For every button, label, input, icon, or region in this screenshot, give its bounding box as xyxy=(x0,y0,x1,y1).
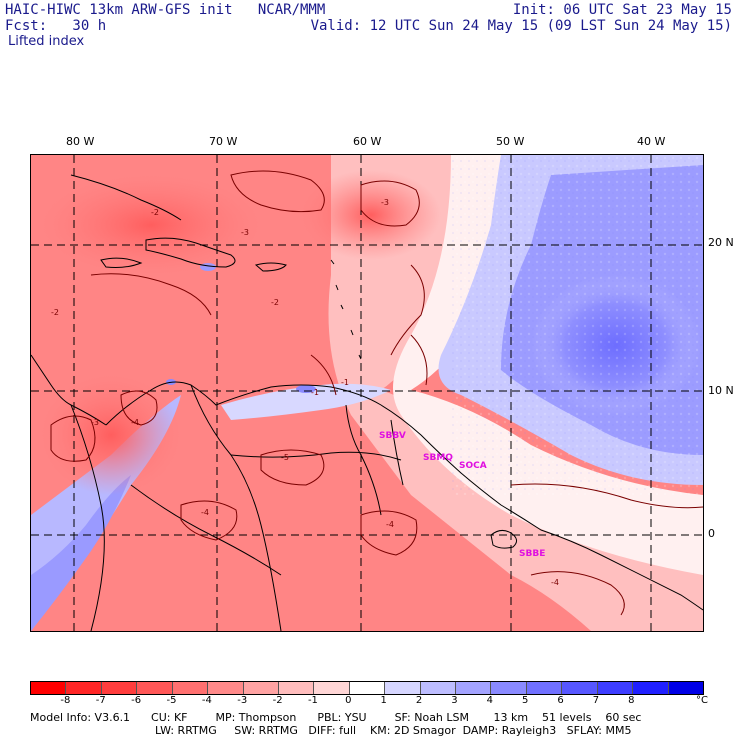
site-sbbv: SBBV xyxy=(379,431,406,441)
model-info-line1: Model Info: V3.6.1 CU: KF MP: Thompson P… xyxy=(30,711,642,724)
lat-label-20n: 20 N xyxy=(708,236,734,249)
colorbar-swatch xyxy=(668,682,704,694)
colorbar-tick-label: 8 xyxy=(628,695,635,706)
colorbar-swatch xyxy=(278,682,315,694)
colorbar-swatch xyxy=(456,682,492,694)
contour-label: -1 xyxy=(341,378,349,387)
colorbar-swatch xyxy=(243,682,279,694)
stable-texture xyxy=(451,155,703,495)
colorbar-swatch xyxy=(491,682,527,694)
lon-label-80w: 80 W xyxy=(66,135,95,148)
model-info-line2: LW: RRTMG SW: RRTMG DIFF: full KM: 2D Sm… xyxy=(155,724,632,737)
colorbar-swatch xyxy=(314,682,350,694)
colorbar-swatch xyxy=(172,682,209,694)
contours xyxy=(50,170,703,616)
contour-label: -4 xyxy=(551,578,559,587)
colorbar-tick-label: -7 xyxy=(95,695,106,706)
colorbar-tick-label: 4 xyxy=(486,695,493,706)
colorbar-tick-label: 6 xyxy=(557,695,564,706)
unstable-zone-west xyxy=(41,375,181,495)
site-sbbe: SBBE xyxy=(519,549,546,559)
lon-label-50w: 50 W xyxy=(496,135,525,148)
lon-label-60w: 60 W xyxy=(353,135,382,148)
contour-label: -5 xyxy=(281,453,289,462)
lat-label-0: 0 xyxy=(708,527,715,540)
colorbar-swatch xyxy=(597,682,634,694)
colorbar-tick-label: -5 xyxy=(166,695,177,706)
contour-label: -3 xyxy=(381,198,389,207)
colorbar-tick-label: 5 xyxy=(521,695,529,706)
lon-label-40w: 40 W xyxy=(637,135,666,148)
colorbar-tick-label: 3 xyxy=(451,695,458,706)
colorbar xyxy=(30,681,704,695)
lon-label-70w: 70 W xyxy=(209,135,238,148)
colorbar-tick-label: -6 xyxy=(131,695,142,706)
colorbar-tick-label: -1 xyxy=(307,695,318,706)
run-title: HAIC-HIWC 13km ARW-GFS init NCAR/MMM xyxy=(5,2,326,18)
colorbar-labels: -8 -7 -6 -5 -4 -3 -2 -1 0 1 2 3 4 5 6 7 8 xyxy=(30,695,702,707)
colorbar-swatch xyxy=(208,682,244,694)
contour-label: -3 xyxy=(91,418,99,427)
colorbar-tick-label: 2 xyxy=(415,695,423,706)
contour-label: -2 xyxy=(151,208,159,217)
valid-time: Valid: 12 UTC Sun 24 May 15 (09 LST Sun … xyxy=(310,18,732,34)
colorbar-tick-label: -3 xyxy=(237,695,248,706)
contour-label: -4 xyxy=(201,508,209,517)
coastal-stable-ribbon xyxy=(221,383,391,420)
colorbar-tick-label: -8 xyxy=(60,695,71,706)
colorbar-swatch xyxy=(137,682,173,694)
coastlines xyxy=(31,174,703,631)
colorbar-tick-label: 7 xyxy=(592,695,600,706)
init-time: Init: 06 UTC Sat 23 May 15 xyxy=(512,2,732,18)
colorbar-swatch xyxy=(385,682,421,694)
site-sbmq: SBMQ xyxy=(423,453,453,463)
map-canvas: -2 -2 -2 -1 -1 -3 -3 -3 -4 -5 -4 -4 -4 xyxy=(31,155,703,631)
contour-label: -2 xyxy=(271,298,279,307)
colorbar-swatch xyxy=(66,682,102,694)
contour-label: -3 xyxy=(241,228,249,237)
unstable-zone-north xyxy=(301,170,441,260)
lifted-index-map: -2 -2 -2 -1 -1 -3 -3 -3 -4 -5 -4 -4 -4 SBBV SBMQ SOC… xyxy=(30,154,704,632)
contour-label: -2 xyxy=(51,308,59,317)
colorbar-tick-label: -4 xyxy=(201,695,212,706)
contour-label: -1 xyxy=(311,388,319,397)
colorbar-swatch xyxy=(526,682,563,694)
contour-label: -4 xyxy=(131,418,139,427)
colorbar-swatch xyxy=(562,682,598,694)
field-name: Lifted index xyxy=(8,34,85,49)
forecast-hour: Fcst: 30 h xyxy=(5,18,107,34)
colorbar-tick-label: -2 xyxy=(272,695,283,706)
lat-label-10n: 10 N xyxy=(708,384,734,397)
colorbar-swatch xyxy=(349,682,386,694)
graticule xyxy=(31,155,703,631)
colorbar-swatch xyxy=(101,682,138,694)
colorbar-swatch xyxy=(633,682,669,694)
site-soca: SOCA xyxy=(459,461,487,471)
colorbar-tick-label: 1 xyxy=(380,695,387,706)
contour-label: -4 xyxy=(386,520,394,529)
colorbar-swatch xyxy=(31,682,67,694)
colorbar-tick-label: 0 xyxy=(345,695,352,706)
colorbar-swatch xyxy=(420,682,457,694)
pacific-stable-core xyxy=(31,475,131,631)
unstable-zone-caribbean xyxy=(41,175,261,275)
colorbar-unit: °C xyxy=(696,695,708,706)
